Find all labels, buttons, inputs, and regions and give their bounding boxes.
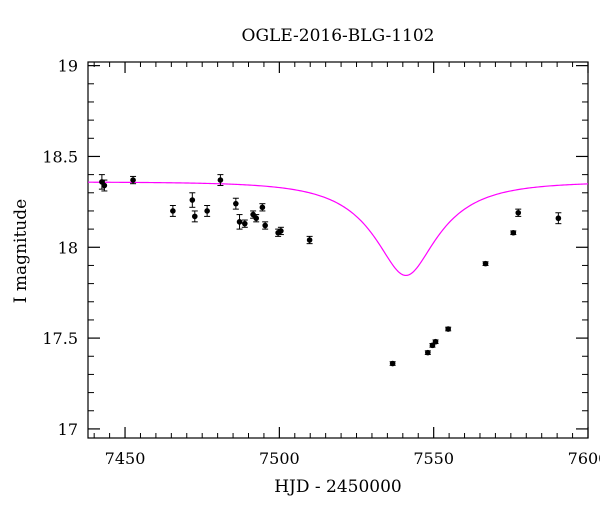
data-point <box>189 192 196 208</box>
data-point <box>482 260 489 267</box>
data-point <box>241 219 248 228</box>
data-marker <box>262 222 268 229</box>
y-tick-label: 18 <box>58 238 78 257</box>
data-point <box>515 208 522 217</box>
plot-border <box>87 61 589 439</box>
data-marker <box>241 220 248 227</box>
data-point <box>217 174 224 187</box>
data-marker <box>189 197 196 203</box>
x-axis-label: HJD - 2450000 <box>274 477 402 497</box>
data-marker <box>259 204 266 211</box>
data-marker <box>101 182 108 189</box>
minor-ticks <box>88 62 588 438</box>
y-tick-label: 17 <box>58 420 78 439</box>
data-marker <box>278 228 284 234</box>
data-point <box>101 179 108 192</box>
model-curve-layer <box>87 181 589 277</box>
data-point <box>236 214 243 230</box>
data-point <box>389 360 396 367</box>
data-marker <box>170 208 176 214</box>
y-tick-label: 18.5 <box>42 147 78 166</box>
data-marker <box>217 177 224 183</box>
data-point <box>191 210 198 223</box>
data-marker <box>555 215 562 222</box>
data-point <box>232 197 239 210</box>
data-marker <box>306 237 313 243</box>
data-marker <box>510 229 517 236</box>
x-tick-label: 7600 <box>568 449 600 468</box>
y-tick-label: 19 <box>58 57 78 76</box>
data-marker <box>432 338 439 345</box>
x-tick-label: 7450 <box>105 449 146 468</box>
data-marker <box>253 215 260 222</box>
data-point <box>510 229 517 236</box>
y-axis-label: I magnitude <box>11 199 31 303</box>
data-point <box>445 326 452 332</box>
data-marker <box>236 219 243 225</box>
data-point <box>424 349 431 356</box>
data-point <box>432 338 439 345</box>
data-point <box>277 226 284 236</box>
y-tick-labels: 17 17.5 18 18.5 19 <box>42 57 78 439</box>
data-point <box>253 214 260 223</box>
data-marker <box>233 200 239 207</box>
data-point <box>306 235 313 245</box>
data-marker <box>445 326 451 332</box>
data-point <box>169 204 176 217</box>
data-marker <box>130 177 136 183</box>
data-point <box>262 221 269 230</box>
model-curve <box>87 181 589 277</box>
chart-title: OGLE-2016-BLG-1102 <box>242 26 435 46</box>
data-marker <box>482 260 489 267</box>
data-point <box>204 204 211 217</box>
data-marker <box>425 349 431 356</box>
x-tick-label: 7500 <box>259 449 300 468</box>
data-point <box>555 212 562 225</box>
x-tick-label: 7550 <box>413 449 454 468</box>
plot-frame <box>87 61 589 439</box>
data-marker <box>191 213 198 220</box>
data-marker <box>204 208 210 214</box>
data-points-layer <box>98 174 562 367</box>
major-ticks <box>88 62 589 438</box>
data-point <box>259 203 266 212</box>
data-marker <box>515 209 522 216</box>
data-marker <box>389 360 396 367</box>
y-tick-label: 17.5 <box>42 329 78 348</box>
x-tick-labels: 7450 7500 7550 7600 <box>105 449 600 468</box>
data-point <box>130 175 137 185</box>
